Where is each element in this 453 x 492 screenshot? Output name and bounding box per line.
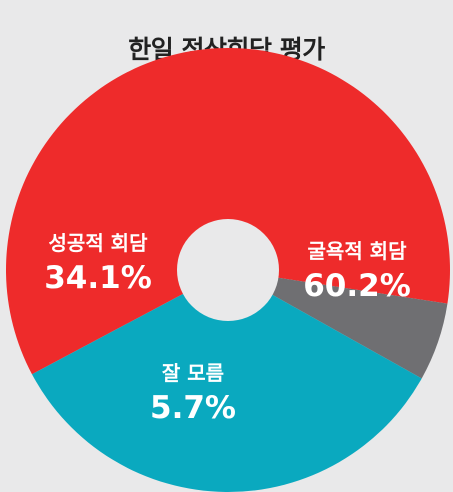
slice-label-성공적-회담: 성공적 회담 <box>49 231 149 255</box>
slice-value-굴욕적-회담: 60.2% <box>303 268 411 304</box>
pie-slice-굴욕적-회담 <box>6 47 451 375</box>
pie-slice-성공적-회담 <box>31 270 422 492</box>
slice-value-잘-모름: 5.7% <box>150 390 236 426</box>
slice-label-잘-모름: 잘 모름 <box>162 361 224 385</box>
pie-slice-잘-모름 <box>228 270 448 379</box>
slice-label-굴욕적-회담: 굴욕적 회담 <box>308 239 408 263</box>
donut-hole <box>177 219 279 321</box>
slice-value-성공적-회담: 34.1% <box>44 260 152 296</box>
